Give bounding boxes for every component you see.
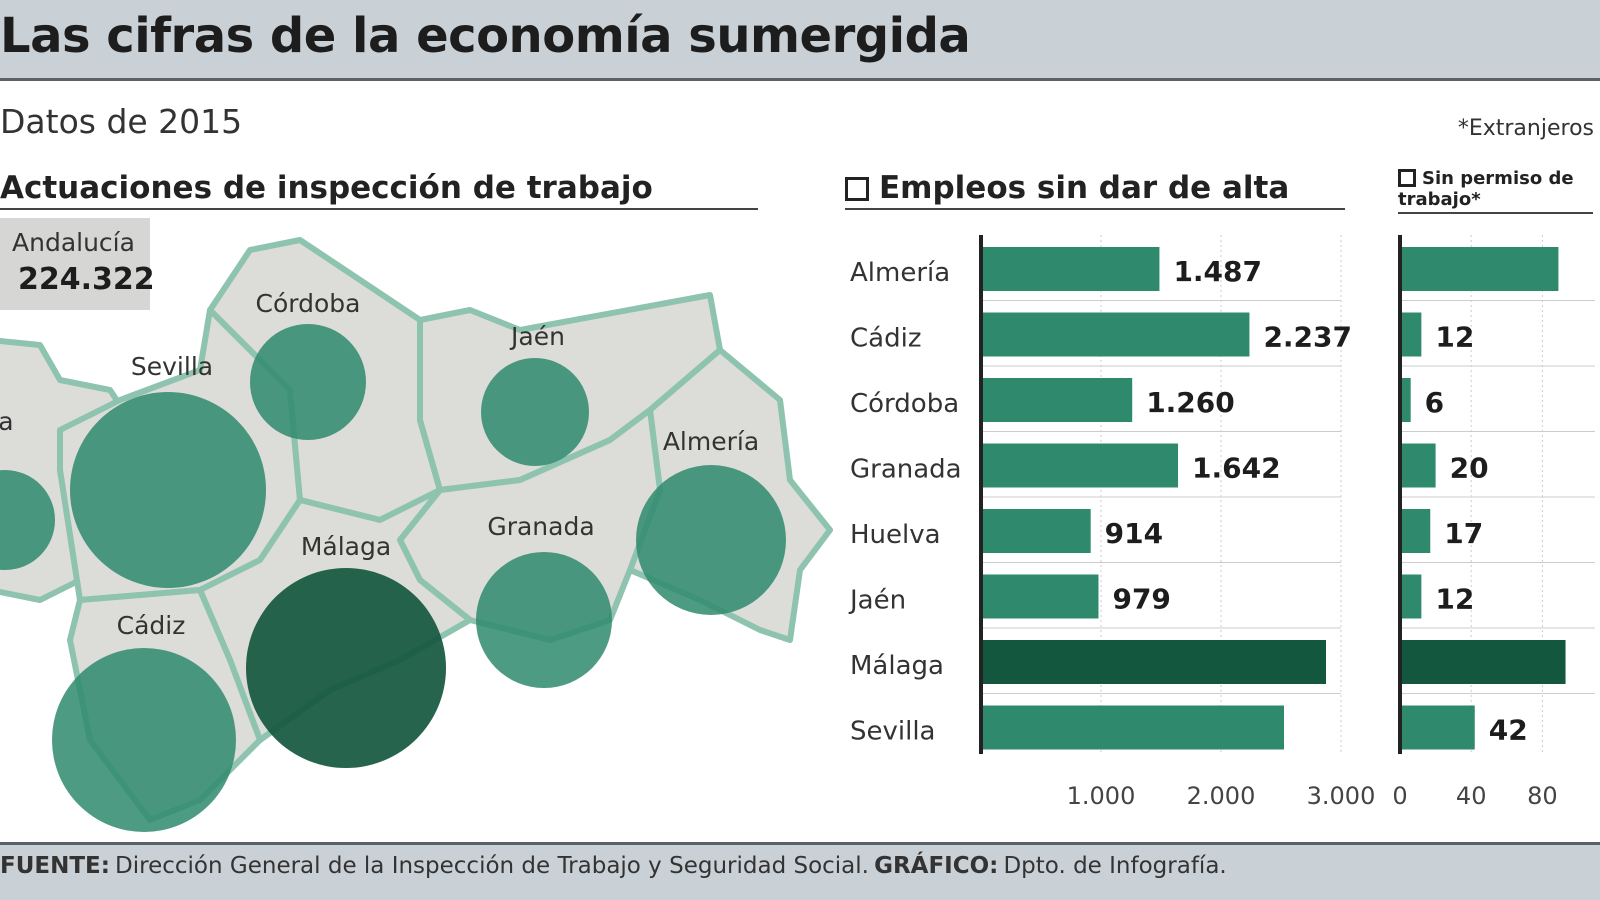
category-label: Córdoba — [850, 389, 959, 419]
bar-almería — [981, 247, 1160, 291]
data-label: 1.260 — [1146, 386, 1235, 419]
category-label: Granada — [850, 455, 962, 485]
bar-sevilla — [981, 705, 1284, 750]
category-label: Huelva — [850, 520, 941, 550]
circle-granada — [476, 552, 612, 688]
checkbox-icon — [1398, 169, 1416, 187]
chart2-title: Sin permiso de trabajo* — [1398, 168, 1593, 214]
page-title: Las cifras de la economía sumergida — [0, 8, 971, 64]
map-label: Sevilla — [131, 352, 213, 381]
circle-jaén — [481, 358, 589, 466]
bar-jaén — [1400, 574, 1422, 619]
category-label: Cádiz — [850, 324, 921, 354]
circle-córdoba — [250, 324, 366, 440]
footnote-marker: *Extranjeros — [1457, 116, 1594, 141]
tick-label: 3.000 — [1307, 782, 1376, 810]
category-label: Sevilla — [850, 717, 936, 747]
tick-label: 0 — [1392, 782, 1407, 810]
bar-huelva — [1400, 509, 1431, 553]
circle-cádiz — [52, 648, 236, 832]
bar-granada — [981, 443, 1179, 488]
map-label: Granada — [487, 512, 594, 541]
tick-label: 40 — [1456, 782, 1487, 810]
data-label: 1.487 — [1173, 255, 1262, 288]
data-label: 914 — [1105, 517, 1163, 550]
circle-málaga — [246, 568, 446, 768]
data-label: 1.642 — [1192, 452, 1281, 485]
footer: FUENTE: Dirección General de la Inspecci… — [0, 842, 1600, 900]
bar-cádiz — [1400, 312, 1422, 357]
bar-málaga — [1400, 640, 1566, 684]
data-label: 12 — [1435, 321, 1474, 354]
andalucia-map: Huelva Sevilla Córdoba Jaén Almería Granada Má… — [0, 237, 833, 832]
category-label: Almería — [850, 258, 950, 288]
chart1-title: Empleos sin dar de alta — [845, 170, 1345, 210]
circle-almería — [636, 465, 786, 615]
category-label: Jaén — [848, 586, 906, 616]
category-label: Málaga — [850, 651, 944, 681]
map-title: Actuaciones de inspección de trabajo — [0, 170, 758, 210]
map-label: Córdoba — [256, 289, 361, 318]
bar-granada — [1400, 443, 1436, 488]
subtitle: Datos de 2015 — [0, 102, 243, 141]
graphic-label: GRÁFICO: — [874, 853, 999, 879]
circle-sevilla — [70, 392, 266, 588]
bar-jaén — [981, 574, 1099, 619]
map-label: Huelva — [0, 407, 14, 436]
map-label: Jaén — [509, 322, 565, 351]
data-label: 42 — [1489, 714, 1528, 747]
total-value: 224.322 — [18, 262, 155, 297]
data-label: 12 — [1435, 583, 1474, 616]
data-label: 20 — [1450, 452, 1489, 485]
bar-córdoba — [1400, 378, 1411, 422]
tick-label: 2.000 — [1187, 782, 1256, 810]
bar-cádiz — [981, 312, 1250, 357]
tick-label: 80 — [1527, 782, 1558, 810]
data-label: 6 — [1425, 386, 1444, 419]
source-label: FUENTE: — [0, 853, 110, 879]
data-label: 2.237 — [1263, 321, 1352, 354]
bar-almería — [1400, 247, 1559, 291]
bar-málaga — [981, 640, 1326, 684]
data-label: 17 — [1444, 517, 1483, 550]
tick-label: 1.000 — [1067, 782, 1136, 810]
chart-empleos: Almería 1.487 Cádiz 2.237 Córdoba 1.260 Granad… — [848, 235, 1376, 810]
map-label: Cádiz — [117, 611, 186, 640]
chart-sin-permiso: 12 620 17 12 42 0 40 80 — [1392, 235, 1595, 810]
bar-sevilla — [1400, 705, 1475, 750]
total-box: Andalucía 224.322 — [0, 218, 155, 310]
circle-huelva — [0, 470, 55, 570]
total-label: Andalucía — [12, 228, 135, 257]
data-label: 979 — [1112, 583, 1170, 616]
bar-huelva — [981, 509, 1091, 553]
bar-córdoba — [981, 378, 1133, 422]
map-label: Almería — [663, 427, 759, 456]
checkbox-icon — [845, 177, 869, 201]
header: Las cifras de la economía sumergida — [0, 0, 1600, 81]
source-text: Dirección General de la Inspección de Tr… — [115, 853, 869, 879]
graphic-text: Dpto. de Infografía. — [1003, 853, 1227, 879]
map-label: Málaga — [301, 532, 391, 561]
